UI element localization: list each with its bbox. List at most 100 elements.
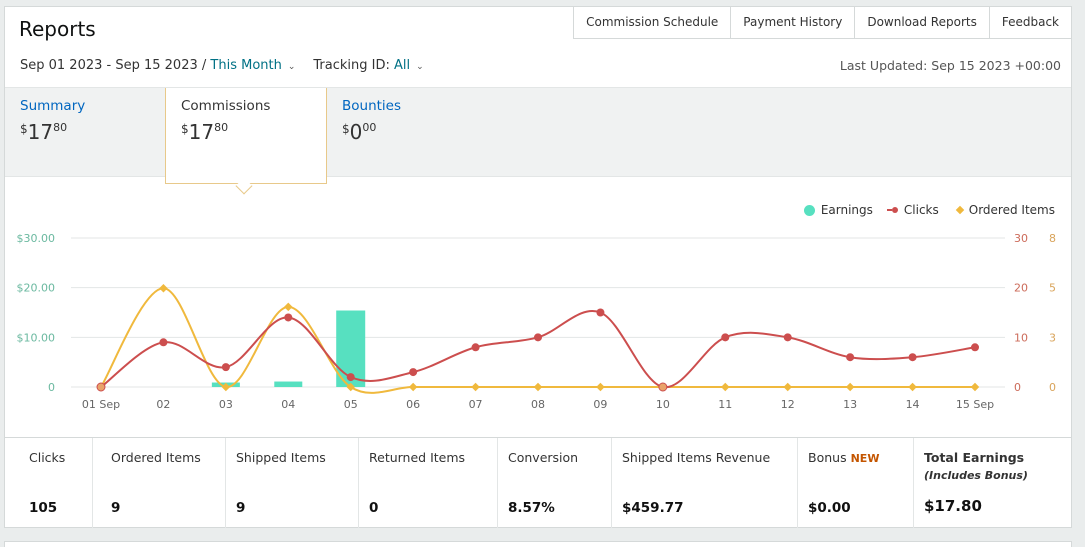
payment-history-link[interactable]: Payment History xyxy=(730,7,855,39)
left-axis-tick: $30.00 xyxy=(17,232,56,245)
last-updated: Last Updated: Sep 15 2023 +00:00 xyxy=(839,58,1061,73)
chart-legend: Earnings Clicks Ordered Items xyxy=(790,203,1055,217)
ordered-items-point xyxy=(221,382,231,392)
ordered-items-point xyxy=(596,382,605,392)
bounties-amount: $000 xyxy=(342,120,377,144)
left-axis-tick: 0 xyxy=(48,381,55,394)
feedback-link[interactable]: Feedback xyxy=(988,7,1071,39)
summary-amount: $1780 xyxy=(20,120,68,144)
chevron-down-icon: ⌄ xyxy=(416,62,424,72)
clicks-point xyxy=(908,353,917,362)
clicks-point xyxy=(284,313,293,322)
clicks-point xyxy=(721,333,730,342)
earnings-swatch-icon xyxy=(803,204,815,216)
reports-card: Reports Commission Schedule Payment Hist… xyxy=(4,6,1072,528)
filter-row: Sep 01 2023 - Sep 15 2023 / This Month ⌄ … xyxy=(20,58,424,73)
ordered-axis-tick: 8 xyxy=(1049,232,1056,245)
stat-shipped-items: Shipped Items 9 xyxy=(226,438,359,528)
clicks-point xyxy=(596,308,605,317)
legend-clicks[interactable]: Clicks xyxy=(886,203,939,217)
start-point xyxy=(96,382,106,392)
ordered-items-point xyxy=(284,302,293,312)
stat-returned-items: Returned Items 0 xyxy=(359,438,498,528)
clicks-point xyxy=(783,333,792,342)
ordered-items-point xyxy=(908,382,917,392)
clicks-point xyxy=(534,333,542,342)
summary-tabs: Summary $1780 Commissions $1780 Bounties… xyxy=(5,87,1071,184)
x-axis-tick: 04 xyxy=(281,398,295,411)
ordered-items-point xyxy=(471,382,480,392)
x-axis-tick: 05 xyxy=(344,398,358,411)
top-links: Commission Schedule Payment History Down… xyxy=(573,7,1071,39)
tab-label: Commissions xyxy=(181,98,271,114)
x-axis-tick: 10 xyxy=(656,398,670,411)
left-axis-tick: $20.00 xyxy=(17,282,56,295)
clicks-dot-icon xyxy=(891,207,898,213)
x-axis-tick: 02 xyxy=(156,398,170,411)
stat-ordered-items: Ordered Items 9 xyxy=(93,438,226,528)
legend-earnings[interactable]: Earnings xyxy=(803,203,873,217)
x-axis-tick: 06 xyxy=(406,398,420,411)
ordered-axis-tick: 5 xyxy=(1049,282,1056,295)
tracking-id-label: Tracking ID: xyxy=(313,58,390,73)
ordered-items-line xyxy=(100,287,975,394)
x-axis-tick: 12 xyxy=(781,398,795,411)
clicks-line-icon xyxy=(886,209,892,211)
ordered-items-point xyxy=(533,382,543,392)
commissions-amount: $1780 xyxy=(181,120,229,144)
ordered-items-point xyxy=(721,382,730,392)
tracking-id-dropdown[interactable]: All ⌄ xyxy=(394,58,424,73)
x-axis-tick: 15 Sep xyxy=(956,398,994,411)
commission-schedule-link[interactable]: Commission Schedule xyxy=(573,7,731,39)
ordered-axis-tick: 3 xyxy=(1049,331,1056,344)
ordered-items-point xyxy=(346,382,355,392)
next-card-edge xyxy=(4,541,1072,547)
clicks-point xyxy=(971,343,979,352)
page-title: Reports xyxy=(19,17,96,41)
clicks-point xyxy=(846,353,855,362)
tab-bounties[interactable]: Bounties $000 xyxy=(327,88,487,178)
clicks-point xyxy=(409,368,418,377)
stats-row: Clicks 105 Ordered Items 9 Shipped Items… xyxy=(5,437,1071,528)
ordered-items-point xyxy=(783,382,792,392)
download-reports-link[interactable]: Download Reports xyxy=(854,7,989,39)
clicks-axis-tick: 30 xyxy=(1014,232,1028,245)
clicks-point xyxy=(471,343,480,352)
x-axis-tick: 08 xyxy=(531,398,545,411)
x-axis-tick: 09 xyxy=(593,398,607,411)
tab-summary[interactable]: Summary $1780 xyxy=(5,88,165,178)
date-range: Sep 01 2023 - Sep 15 2023 / xyxy=(20,58,207,73)
stat-conversion: Conversion 8.57% xyxy=(498,438,612,528)
legend-ordered-items[interactable]: Ordered Items xyxy=(953,203,1055,217)
stat-clicks: Clicks 105 xyxy=(5,438,93,528)
left-axis-tick: $10.00 xyxy=(17,331,56,344)
ordered-axis-tick: 0 xyxy=(1049,381,1056,394)
x-axis-tick: 14 xyxy=(906,398,920,411)
ordered-diamond-icon xyxy=(955,205,965,215)
ordered-items-point xyxy=(970,382,980,392)
zero-point xyxy=(658,382,668,392)
x-axis-tick: 01 Sep xyxy=(82,398,120,411)
chevron-down-icon: ⌄ xyxy=(287,62,296,72)
x-axis-tick: 03 xyxy=(219,398,233,411)
ordered-items-point xyxy=(408,382,418,392)
x-axis-tick: 13 xyxy=(843,398,857,411)
period-dropdown[interactable]: This Month ⌄ xyxy=(210,58,296,73)
new-badge: NEW xyxy=(850,452,880,465)
clicks-axis-tick: 0 xyxy=(1014,381,1021,394)
stat-shipped-revenue: Shipped Items Revenue $459.77 xyxy=(612,438,798,528)
clicks-axis-tick: 10 xyxy=(1014,331,1028,344)
clicks-point xyxy=(346,373,355,382)
stat-bonus: Bonus NEW $0.00 xyxy=(798,438,914,528)
earnings-chart: $30.00 30 8$20.00 20 5$10.00 10 30 0 001 Sep 02 03… xyxy=(17,232,1057,411)
clicks-point xyxy=(221,363,230,372)
clicks-line xyxy=(100,309,976,389)
tab-label: Summary xyxy=(20,98,86,114)
ordered-items-point xyxy=(159,284,168,293)
earnings-bar xyxy=(274,381,303,387)
clicks-axis-tick: 20 xyxy=(1014,282,1028,295)
x-axis-tick: 07 xyxy=(469,398,483,411)
tab-commissions[interactable]: Commissions $1780 xyxy=(165,88,327,184)
tab-label: Bounties xyxy=(342,98,402,114)
x-axis-tick: 11 xyxy=(718,398,732,411)
